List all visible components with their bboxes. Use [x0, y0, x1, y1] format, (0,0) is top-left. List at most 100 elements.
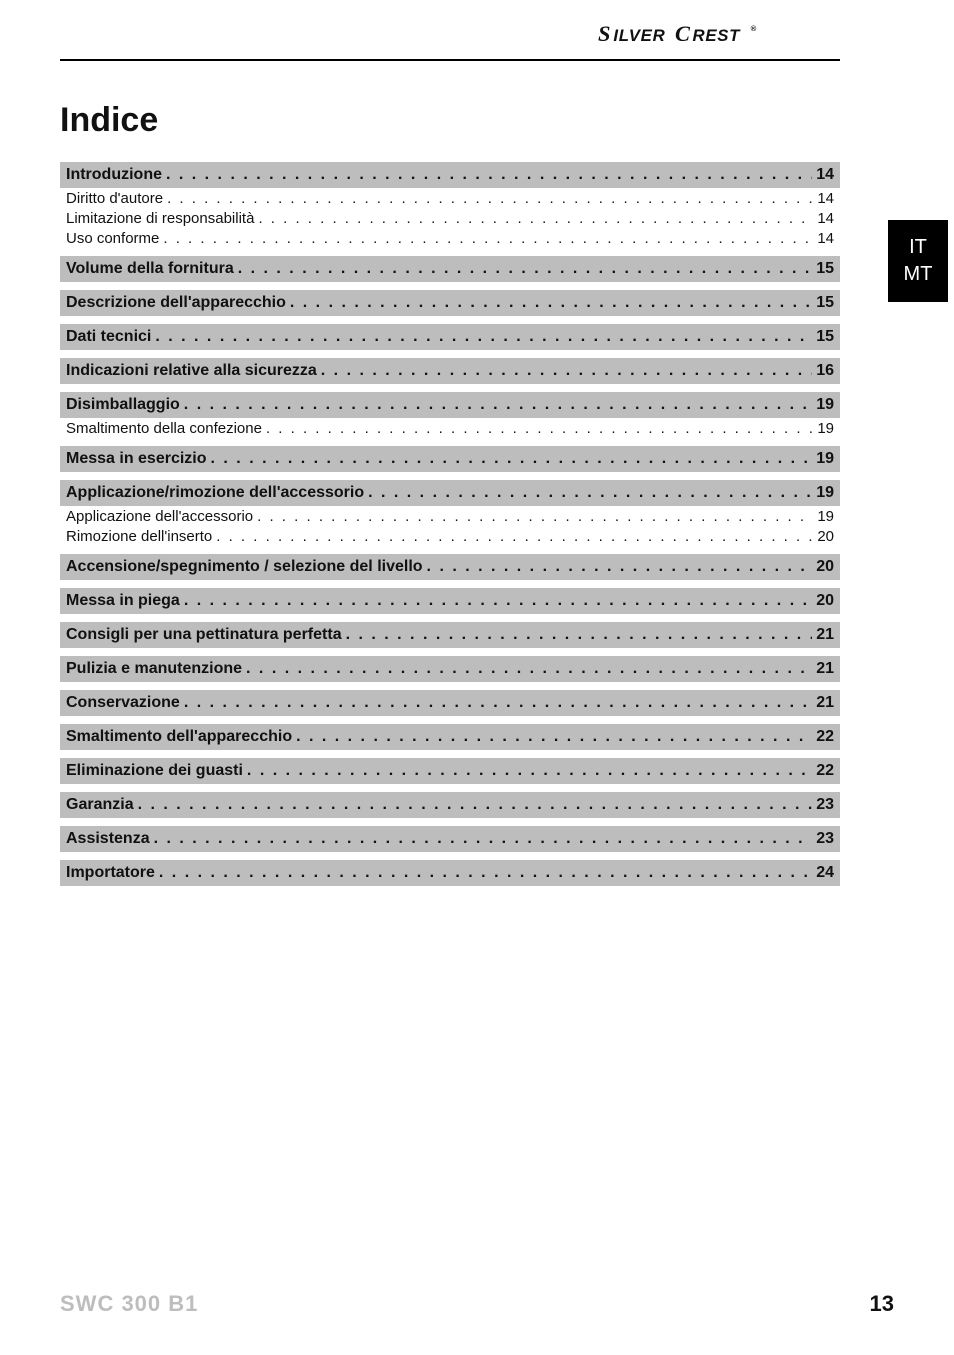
toc-section-row: Consigli per una pettinatura perfetta. .…: [60, 622, 840, 648]
toc-section-row: Garanzia. . . . . . . . . . . . . . . . …: [60, 792, 840, 818]
toc-page: 15: [816, 294, 834, 312]
toc-page: 23: [816, 796, 834, 814]
toc-leader: . . . . . . . . . . . . . . . . . . . . …: [184, 396, 812, 414]
brand-logo: S ILVER C REST ®: [60, 20, 840, 61]
toc-leader: . . . . . . . . . . . . . . . . . . . . …: [246, 660, 812, 678]
brand-svg: S ILVER C REST ®: [580, 20, 840, 48]
toc-leader: . . . . . . . . . . . . . . . . . . . . …: [321, 362, 812, 380]
toc-label: Messa in piega: [66, 592, 180, 610]
page-title: Indice: [60, 101, 840, 140]
toc-leader: . . . . . . . . . . . . . . . . . . . . …: [257, 508, 813, 525]
svg-text:S: S: [598, 21, 611, 46]
toc-leader: . . . . . . . . . . . . . . . . . . . . …: [368, 484, 812, 502]
toc-label: Volume della fornitura: [66, 260, 234, 278]
toc-sub-row: Rimozione dell'inserto. . . . . . . . . …: [60, 526, 840, 546]
toc-label: Garanzia: [66, 796, 134, 814]
toc-label: Indicazioni relative alla sicurezza: [66, 362, 317, 380]
svg-text:REST: REST: [693, 26, 742, 45]
toc-section-row: Eliminazione dei guasti. . . . . . . . .…: [60, 758, 840, 784]
toc-section-row: Descrizione dell'apparecchio. . . . . . …: [60, 290, 840, 316]
toc-leader: . . . . . . . . . . . . . . . . . . . . …: [247, 762, 812, 780]
toc-page: 14: [816, 166, 834, 184]
toc-page: 14: [817, 190, 834, 207]
toc-label: Descrizione dell'apparecchio: [66, 294, 286, 312]
toc-page: 21: [816, 694, 834, 712]
toc-leader: . . . . . . . . . . . . . . . . . . . . …: [155, 328, 812, 346]
toc-sub-row: Smaltimento della confezione. . . . . . …: [60, 418, 840, 438]
toc-label: Pulizia e manutenzione: [66, 660, 242, 678]
toc-leader: . . . . . . . . . . . . . . . . . . . . …: [159, 864, 812, 882]
toc-sub-row: Uso conforme. . . . . . . . . . . . . . …: [60, 228, 840, 248]
toc-leader: . . . . . . . . . . . . . . . . . . . . …: [163, 230, 813, 247]
toc-leader: . . . . . . . . . . . . . . . . . . . . …: [184, 592, 812, 610]
toc-section-row: Indicazioni relative alla sicurezza. . .…: [60, 358, 840, 384]
toc-leader: . . . . . . . . . . . . . . . . . . . . …: [184, 694, 812, 712]
toc-section-row: Accensione/spegnimento / selezione del l…: [60, 554, 840, 580]
toc-page: 15: [816, 260, 834, 278]
toc-label: Eliminazione dei guasti: [66, 762, 243, 780]
content-area: S ILVER C REST ® Indice Introduzione. . …: [60, 20, 840, 886]
toc-leader: . . . . . . . . . . . . . . . . . . . . …: [290, 294, 812, 312]
toc-page: 15: [816, 328, 834, 346]
toc-leader: . . . . . . . . . . . . . . . . . . . . …: [258, 210, 813, 227]
toc-section-row: Dati tecnici. . . . . . . . . . . . . . …: [60, 324, 840, 350]
toc-section-row: Messa in piega. . . . . . . . . . . . . …: [60, 588, 840, 614]
toc-label: Consigli per una pettinatura perfetta: [66, 626, 342, 644]
toc-label: Accensione/spegnimento / selezione del l…: [66, 558, 423, 576]
svg-text:ILVER: ILVER: [613, 26, 665, 45]
toc-label: Applicazione dell'accessorio: [66, 508, 253, 525]
toc-label: Applicazione/rimozione dell'accessorio: [66, 484, 364, 502]
toc-page: 19: [817, 508, 834, 525]
toc-label: Messa in esercizio: [66, 450, 207, 468]
language-tab: IT MT: [888, 220, 948, 302]
svg-text:®: ®: [751, 24, 757, 33]
toc-label: Importatore: [66, 864, 155, 882]
toc-label: Disimballaggio: [66, 396, 180, 414]
footer-page-number: 13: [870, 1291, 894, 1317]
toc-page: 19: [817, 420, 834, 437]
toc-leader: . . . . . . . . . . . . . . . . . . . . …: [238, 260, 812, 278]
toc-leader: . . . . . . . . . . . . . . . . . . . . …: [138, 796, 813, 814]
toc-section-row: Smaltimento dell'apparecchio. . . . . . …: [60, 724, 840, 750]
toc-label: Assistenza: [66, 830, 150, 848]
toc-leader: . . . . . . . . . . . . . . . . . . . . …: [154, 830, 813, 848]
toc-section-row: Applicazione/rimozione dell'accessorio. …: [60, 480, 840, 506]
page-footer: SWC 300 B1 13: [60, 1291, 894, 1317]
toc-leader: . . . . . . . . . . . . . . . . . . . . …: [296, 728, 812, 746]
toc-label: Introduzione: [66, 166, 162, 184]
toc-label: Dati tecnici: [66, 328, 151, 346]
toc-page: 24: [816, 864, 834, 882]
toc-leader: . . . . . . . . . . . . . . . . . . . . …: [216, 528, 813, 545]
toc-sub-row: Diritto d'autore. . . . . . . . . . . . …: [60, 188, 840, 208]
toc-label: Smaltimento della confezione: [66, 420, 262, 437]
toc-leader: . . . . . . . . . . . . . . . . . . . . …: [346, 626, 813, 644]
toc-label: Smaltimento dell'apparecchio: [66, 728, 292, 746]
toc-section-row: Volume della fornitura. . . . . . . . . …: [60, 256, 840, 282]
toc-page: 21: [816, 626, 834, 644]
toc-section-row: Importatore. . . . . . . . . . . . . . .…: [60, 860, 840, 886]
toc-section-row: Introduzione. . . . . . . . . . . . . . …: [60, 162, 840, 188]
toc-section-row: Disimballaggio. . . . . . . . . . . . . …: [60, 392, 840, 418]
toc-page: 22: [816, 728, 834, 746]
toc-leader: . . . . . . . . . . . . . . . . . . . . …: [427, 558, 813, 576]
toc-section-row: Assistenza. . . . . . . . . . . . . . . …: [60, 826, 840, 852]
toc-page: 23: [816, 830, 834, 848]
toc-page: 20: [816, 592, 834, 610]
language-tab-line2: MT: [888, 261, 948, 288]
toc-label: Rimozione dell'inserto: [66, 528, 212, 545]
toc-page: 19: [816, 484, 834, 502]
toc-leader: . . . . . . . . . . . . . . . . . . . . …: [167, 190, 813, 207]
toc-page: 14: [817, 210, 834, 227]
toc-page: 21: [816, 660, 834, 678]
toc-section-row: Messa in esercizio. . . . . . . . . . . …: [60, 446, 840, 472]
toc-sub-row: Applicazione dell'accessorio. . . . . . …: [60, 506, 840, 526]
toc-section-row: Conservazione. . . . . . . . . . . . . .…: [60, 690, 840, 716]
toc-leader: . . . . . . . . . . . . . . . . . . . . …: [211, 450, 813, 468]
toc-page: 14: [817, 230, 834, 247]
page: S ILVER C REST ® Indice Introduzione. . …: [0, 0, 954, 1355]
toc-label: Diritto d'autore: [66, 190, 163, 207]
toc-page: 20: [816, 558, 834, 576]
toc-label: Limitazione di responsabilità: [66, 210, 254, 227]
toc-leader: . . . . . . . . . . . . . . . . . . . . …: [266, 420, 813, 437]
language-tab-line1: IT: [888, 234, 948, 261]
